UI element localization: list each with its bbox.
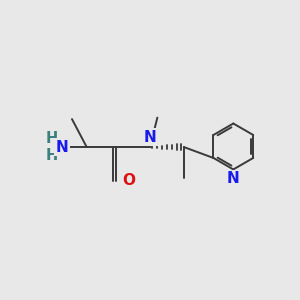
Text: N: N (55, 140, 68, 154)
Text: N: N (144, 130, 156, 145)
Text: H: H (45, 148, 58, 163)
Text: N: N (227, 171, 240, 186)
Text: O: O (123, 173, 136, 188)
Text: H: H (45, 131, 58, 146)
